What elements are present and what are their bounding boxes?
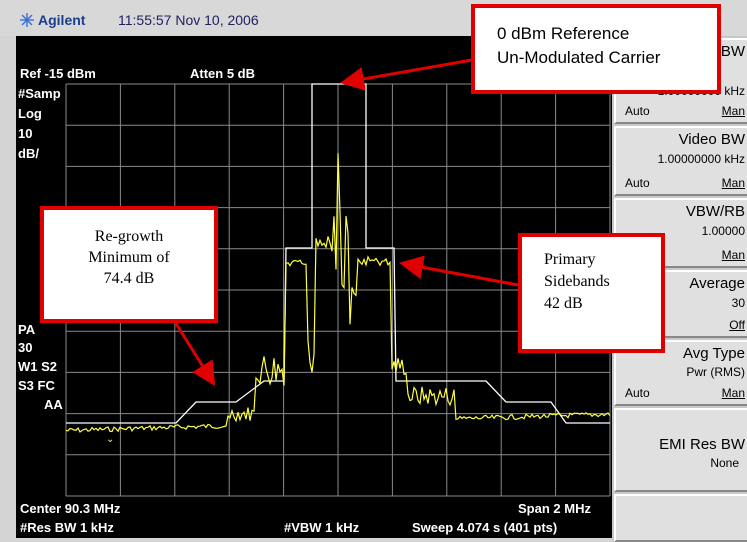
brand-logo: Agilent: [20, 12, 85, 28]
softkey-auto: Auto: [625, 386, 650, 400]
brand-name: Agilent: [38, 12, 86, 28]
video-bandwidth: #VBW 1 kHz: [284, 520, 360, 535]
softkey-man: Man: [721, 176, 745, 190]
scale-value-label: 10: [18, 126, 33, 141]
sweep-time: Sweep 4.074 s (401 pts): [412, 520, 558, 535]
softkey-title: EMI Res BW: [659, 436, 745, 453]
softkey-auto: Auto: [625, 176, 650, 190]
scale-unit-label: dB/: [18, 146, 39, 161]
trace-aa-label: AA: [44, 397, 63, 412]
softkey-title: Avg Type: [683, 345, 745, 362]
reference-level: Ref -15 dBm: [20, 66, 96, 81]
softkey-value: 1.00000: [701, 224, 745, 238]
callout-regrowth-line3: 74.4 dB: [103, 270, 155, 287]
softkey-emi-res-bw[interactable]: EMI Res BW None: [614, 408, 747, 492]
timestamp: 11:55:57 Nov 10, 2006: [118, 12, 259, 28]
pa-label: PA: [18, 322, 36, 337]
softkey-blank[interactable]: [614, 494, 747, 542]
callout-primary-line1: Primary: [544, 251, 596, 268]
scale-type-label: Log: [18, 106, 42, 121]
callout-primary-sidebands: Primary Sidebands 42 dB: [518, 233, 665, 353]
trace-w1s2-label: W1 S2: [18, 359, 58, 374]
resolution-bandwidth: #Res BW 1 kHz: [20, 520, 114, 535]
limit-mask-line: [66, 83, 610, 424]
detector-label: #Samp: [18, 86, 61, 101]
agilent-spark-icon: [20, 13, 34, 27]
callout-regrowth-line2: Minimum of: [88, 249, 170, 266]
callout-primary-line3: 42 dB: [544, 295, 583, 312]
spectrum-trace: [65, 153, 611, 433]
softkey-man: Man: [721, 386, 745, 400]
callout-reference: 0 dBm Reference Un-Modulated Carrier: [471, 4, 721, 94]
marker-glyph: ⌄: [106, 434, 114, 445]
center-frequency: Center 90.3 MHz: [20, 501, 121, 516]
softkey-value: 1.00000000 kHz: [657, 152, 745, 166]
softkey-value: Pwr (RMS): [686, 365, 745, 379]
avg-count-label: 30: [18, 340, 33, 355]
softkey-title: VBW/RB: [685, 203, 745, 220]
softkey-title: Video BW: [678, 131, 745, 148]
callout-ref-line2: Un-Modulated Carrier: [497, 48, 661, 67]
callout-regrowth: Re-growth Minimum of 74.4 dB: [40, 206, 218, 323]
softkey-value: None: [710, 456, 739, 470]
callout-ref-line1: 0 dBm Reference: [497, 24, 630, 43]
attenuation: Atten 5 dB: [190, 66, 255, 81]
callout-regrowth-line1: Re-growth: [94, 228, 164, 245]
softkey-value: 30: [731, 296, 745, 310]
softkey-video-bw[interactable]: Video BW 1.00000000 kHz Auto Man: [614, 126, 747, 196]
softkey-title: Average: [689, 275, 745, 292]
softkey-off: Off: [729, 318, 745, 332]
callout-primary-line2: Sidebands: [544, 273, 610, 290]
trace-s3fc-label: S3 FC: [18, 378, 55, 393]
softkey-auto: Auto: [625, 104, 650, 118]
span: Span 2 MHz: [518, 501, 591, 516]
softkey-title: BW: [720, 43, 745, 60]
softkey-man: Man: [721, 104, 745, 118]
softkey-man: Man: [721, 248, 745, 262]
